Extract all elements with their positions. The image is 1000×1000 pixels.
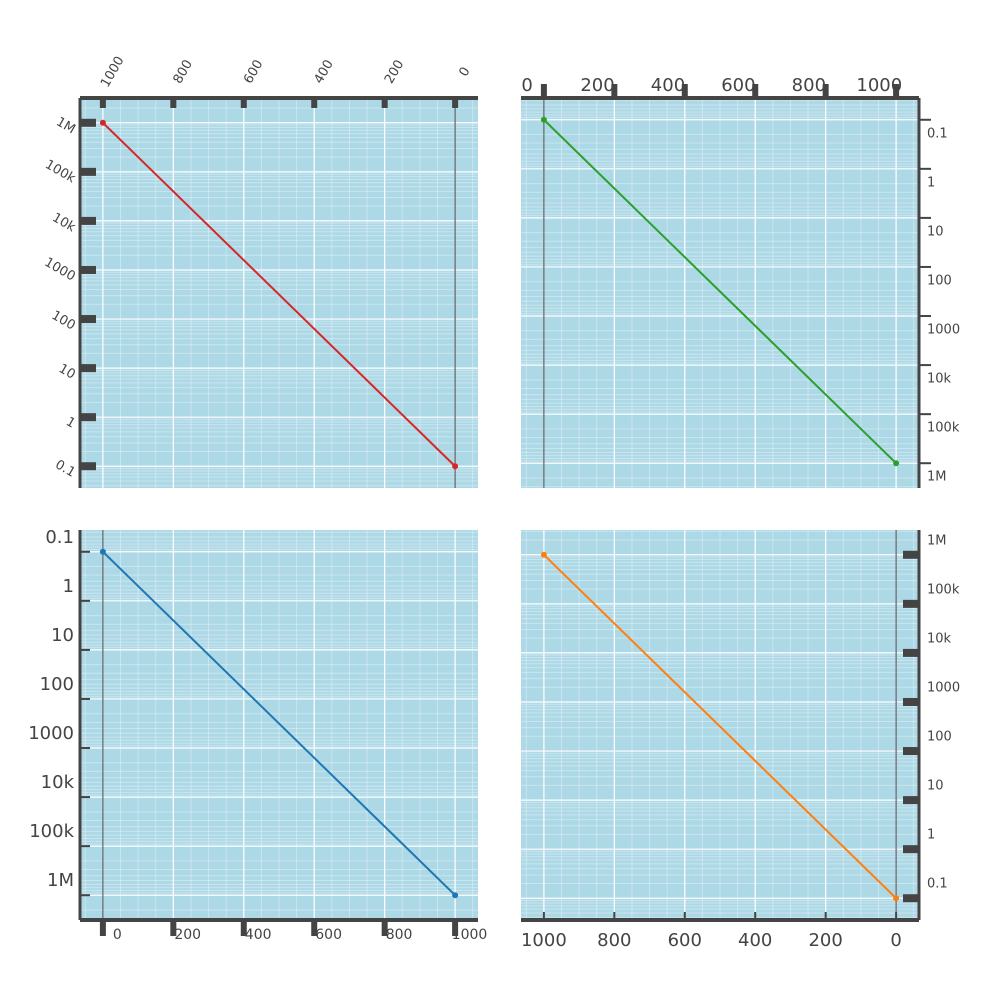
point bbox=[540, 551, 547, 558]
x-tick-label: 0 bbox=[890, 930, 901, 951]
line-series bbox=[102, 551, 456, 896]
x-tick-label: 200 bbox=[580, 75, 614, 96]
x-tick-label: 800 bbox=[386, 927, 413, 943]
x-tick-label: 400 bbox=[738, 930, 772, 951]
subplot: 0 200 400 600 800 1000 0.1 1 10 100 1000 10k 100k 1M bbox=[42, 54, 478, 488]
y-tick-label: 100 bbox=[49, 308, 78, 333]
x-tick-label: 0 bbox=[521, 75, 532, 96]
y-tick-label: 100k bbox=[927, 421, 960, 436]
point bbox=[452, 892, 459, 899]
x-tick-label: 400 bbox=[651, 75, 685, 96]
y-tick-label: 100k bbox=[927, 582, 960, 597]
y-tick-label: 1000 bbox=[28, 723, 74, 744]
y-tick-label: 1 bbox=[63, 576, 74, 597]
x-tick-label: 600 bbox=[241, 57, 266, 86]
x-tick-label: 0 bbox=[457, 65, 474, 80]
y-tick-label: 10 bbox=[56, 361, 78, 382]
x-tick-label: 1000 bbox=[452, 927, 488, 943]
x-tick-label: 1000 bbox=[856, 75, 902, 96]
x-tick-label: 200 bbox=[382, 57, 407, 86]
y-tick-label: 10 bbox=[51, 625, 74, 646]
subplot: 0 200 400 600 800 1000 0.1 1 10 100 1000 10k 100k 1M bbox=[521, 75, 960, 488]
y-tick-label: 100k bbox=[42, 157, 78, 186]
point bbox=[99, 119, 106, 126]
point bbox=[540, 116, 547, 123]
y-tick-label: 10k bbox=[49, 210, 78, 235]
x-tick-label: 800 bbox=[597, 930, 631, 951]
line-series bbox=[543, 119, 897, 464]
y-tick-label: 10 bbox=[927, 779, 944, 794]
y-tick-label: 0.1 bbox=[927, 126, 948, 141]
x-tick-label: 600 bbox=[315, 927, 342, 943]
y-tick-label: 0.1 bbox=[45, 527, 74, 548]
y-tick-label: 1M bbox=[47, 870, 74, 891]
y-tick-label: 10k bbox=[927, 631, 952, 646]
y-tick-label: 10 bbox=[927, 224, 944, 239]
y-tick-label: 1M bbox=[927, 533, 947, 548]
line-series bbox=[102, 122, 456, 467]
y-tick-label: 1000 bbox=[927, 323, 960, 338]
x-tick-label: 0 bbox=[113, 927, 122, 943]
y-tick-label: 1M bbox=[927, 470, 947, 485]
point bbox=[99, 548, 106, 555]
x-tick-label: 600 bbox=[668, 930, 702, 951]
x-tick-label: 1000 bbox=[521, 930, 567, 951]
y-tick-label: 1000 bbox=[927, 680, 960, 695]
x-tick-label: 400 bbox=[312, 57, 337, 86]
y-tick-label: 100k bbox=[29, 821, 74, 842]
point bbox=[452, 463, 459, 470]
subplot: 0 200 400 600 800 1000 0.1 1 10 100 1000 10k 100k 1M bbox=[28, 527, 487, 943]
point bbox=[893, 895, 900, 902]
x-tick-label: 400 bbox=[245, 927, 272, 943]
line-series bbox=[543, 554, 897, 899]
x-tick-label: 800 bbox=[792, 75, 826, 96]
y-tick-label: 1 bbox=[63, 415, 78, 432]
y-tick-label: 0.1 bbox=[927, 877, 948, 892]
y-tick-label: 1M bbox=[53, 115, 77, 138]
x-tick-label: 1000 bbox=[98, 54, 128, 90]
x-tick-label: 200 bbox=[808, 930, 842, 951]
y-tick-label: 100 bbox=[927, 273, 952, 288]
y-tick-label: 100 bbox=[40, 674, 74, 695]
y-tick-label: 1 bbox=[927, 175, 935, 190]
y-tick-label: 1000 bbox=[42, 255, 78, 285]
x-tick-label: 200 bbox=[174, 927, 201, 943]
y-tick-label: 0.1 bbox=[52, 457, 77, 480]
y-tick-label: 1 bbox=[927, 828, 935, 843]
x-tick-label: 800 bbox=[171, 57, 196, 86]
subplot: 0 200 400 600 800 1000 0.1 1 10 100 1000 10k 100k 1M bbox=[521, 530, 960, 951]
point bbox=[893, 460, 900, 467]
y-tick-label: 10k bbox=[41, 772, 75, 793]
y-tick-label: 100 bbox=[927, 730, 952, 745]
y-tick-label: 10k bbox=[927, 372, 952, 387]
x-tick-label: 600 bbox=[721, 75, 755, 96]
